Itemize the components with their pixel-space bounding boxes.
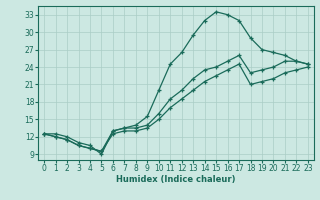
X-axis label: Humidex (Indice chaleur): Humidex (Indice chaleur) bbox=[116, 175, 236, 184]
